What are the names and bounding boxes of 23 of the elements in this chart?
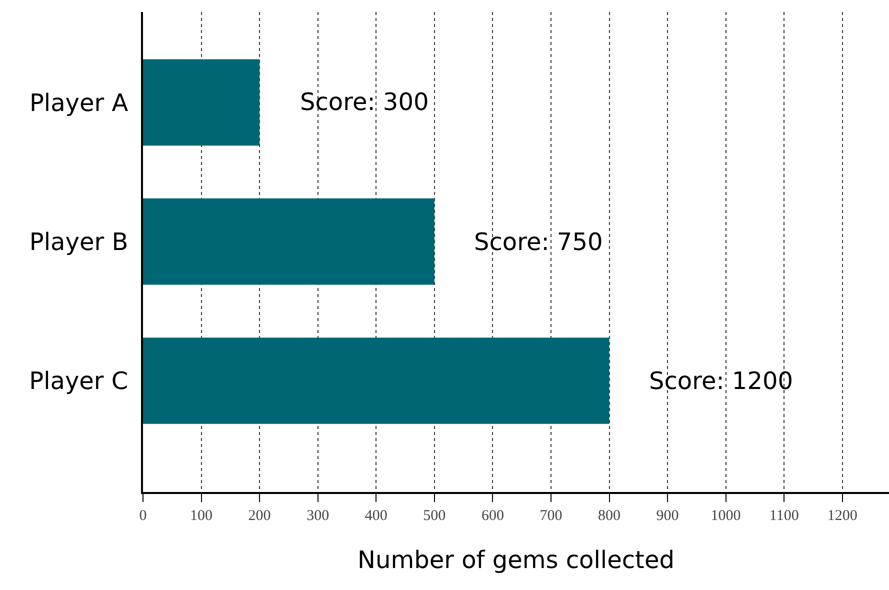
x-tick-label: 200	[248, 508, 271, 524]
y-tick-label: Player C	[29, 367, 128, 396]
x-tick-label: 1200	[827, 508, 858, 524]
x-tick-label: 100	[190, 508, 213, 524]
x-tick-label: 600	[481, 508, 504, 524]
x-tick-label: 500	[423, 508, 446, 524]
x-tick-label: 400	[364, 508, 388, 524]
annotation: Score: 750	[474, 228, 603, 256]
x-tick-label: 0	[139, 508, 147, 524]
annotation: Score: 300	[300, 88, 429, 116]
x-tick-label: 900	[656, 508, 679, 524]
x-tick-label: 1100	[769, 508, 799, 524]
bar	[143, 338, 610, 424]
x-tick-label: 300	[306, 508, 330, 524]
annotation: Score: 1200	[649, 367, 794, 395]
x-tick-label: 1000	[710, 508, 741, 524]
bar	[143, 59, 260, 146]
bar	[143, 198, 434, 285]
x-tick-label: 700	[540, 508, 562, 524]
y-tick-label: Player B	[29, 228, 128, 256]
x-tick-label: 800	[598, 508, 620, 524]
y-tick-label: Player A	[29, 88, 129, 117]
x-axis-title: Number of gems collected	[358, 546, 674, 574]
